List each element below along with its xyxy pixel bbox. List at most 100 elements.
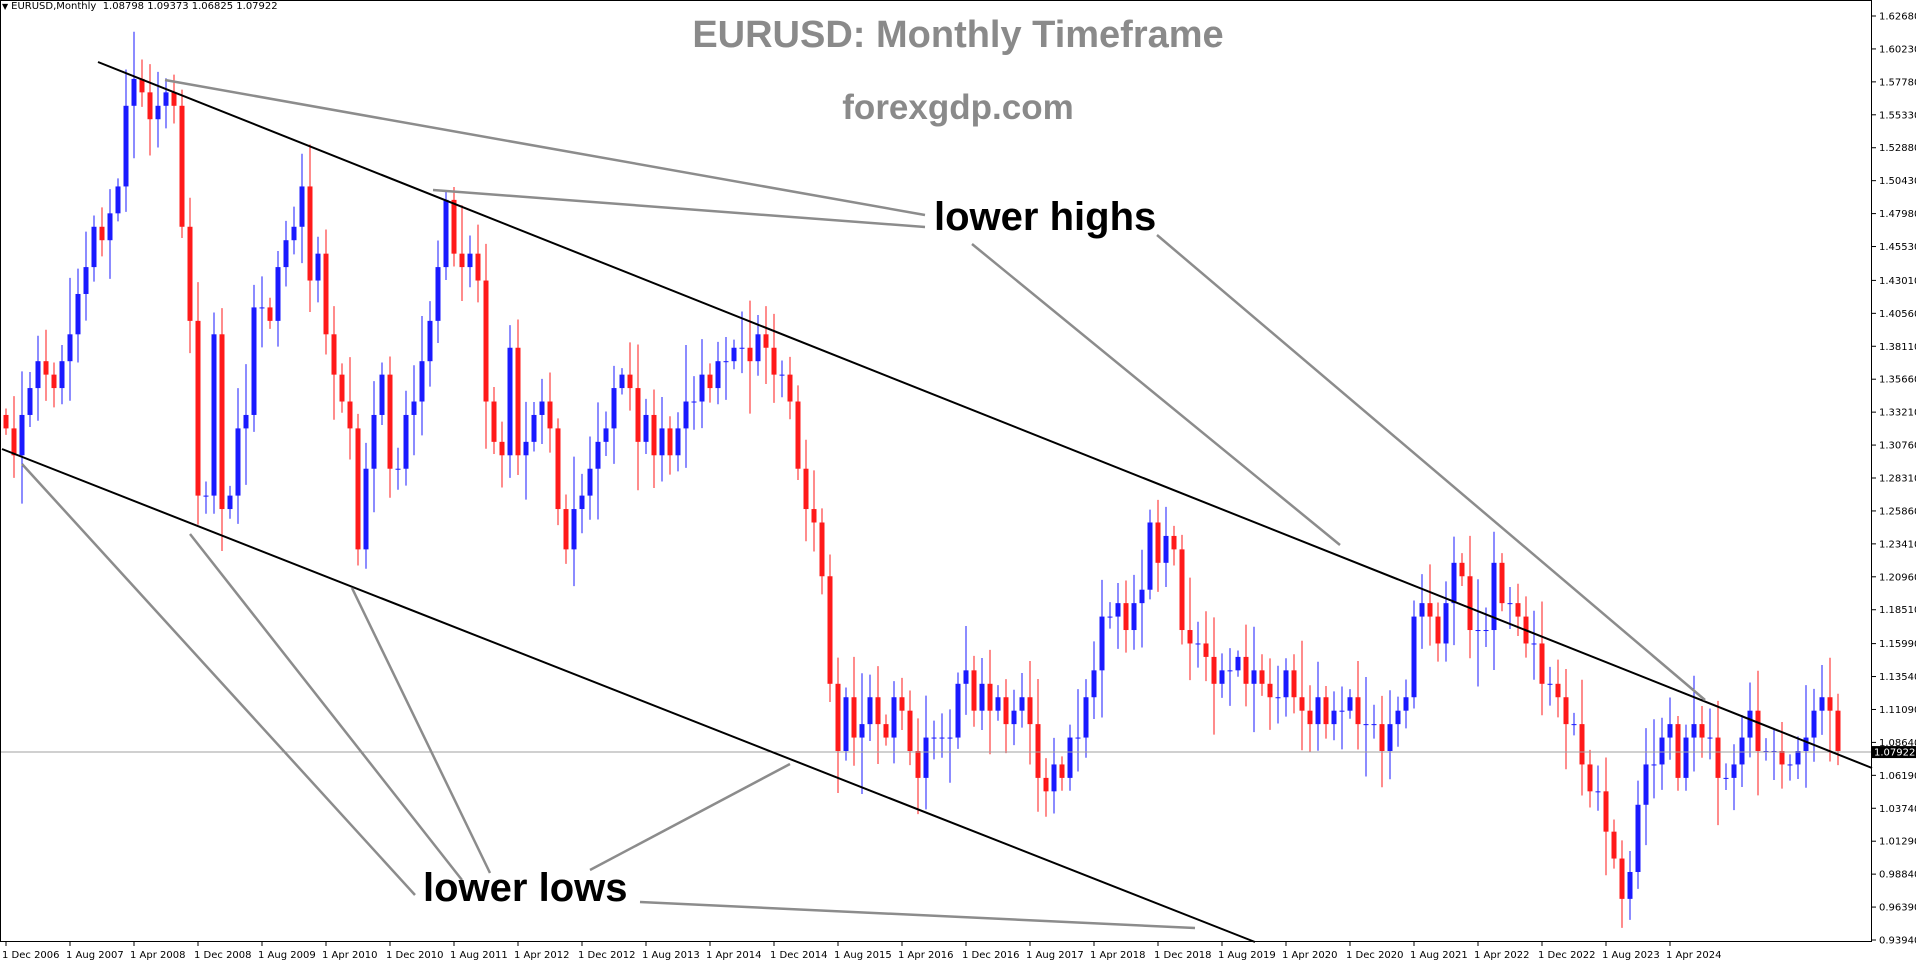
- x-tick-label: 1 Aug 2019: [1218, 950, 1276, 961]
- candle-body: [1587, 764, 1593, 792]
- candle-body: [1819, 697, 1825, 711]
- candle-body: [643, 414, 649, 442]
- candle-body: [523, 441, 529, 456]
- candle-body: [555, 428, 561, 510]
- y-tick-label: 1.08640: [1879, 738, 1916, 749]
- candle-body: [1331, 710, 1337, 725]
- candle-body: [827, 576, 833, 684]
- candle-body: [755, 334, 761, 362]
- candle-body: [875, 697, 881, 725]
- candle-body: [859, 724, 865, 738]
- x-tick-label: 1 Dec 2016: [962, 950, 1020, 961]
- candle-body: [459, 253, 465, 268]
- candle-body: [91, 226, 97, 268]
- x-tick-label: 1 Aug 2007: [66, 950, 124, 961]
- candle-body: [219, 334, 225, 510]
- candle-body: [1483, 630, 1489, 632]
- chart-subtitle: forexgdp.com: [842, 88, 1074, 127]
- candle-body: [1035, 724, 1041, 778]
- candle-body: [1571, 724, 1577, 726]
- symbol-name: EURUSD,Monthly: [11, 1, 97, 12]
- candle-body: [931, 737, 937, 739]
- candle-body: [659, 428, 665, 456]
- candle-body: [1275, 697, 1281, 699]
- candle-body: [1091, 670, 1097, 698]
- pointer-low-5: [639, 900, 1196, 930]
- y-tick-label: 1.28310: [1879, 474, 1916, 485]
- candle-body: [891, 697, 897, 738]
- candle-body: [251, 307, 257, 415]
- candle-body: [707, 374, 713, 389]
- candle-body: [259, 307, 265, 309]
- candle-body: [347, 401, 353, 429]
- candle-body: [491, 401, 497, 442]
- x-tick-label: 1 Dec 2010: [386, 950, 444, 961]
- x-tick-label: 1 Dec 2012: [578, 950, 636, 961]
- candle-body: [1707, 737, 1713, 739]
- candle-body: [83, 267, 89, 294]
- x-tick-label: 1 Apr 2018: [1090, 950, 1145, 961]
- current-price-badge: 1.07922: [1872, 746, 1916, 759]
- y-tick-label: 1.38110: [1879, 342, 1916, 353]
- x-tick-label: 1 Dec 2014: [770, 950, 828, 961]
- candle-body: [1451, 562, 1457, 604]
- candle-body: [563, 509, 569, 550]
- candle-body: [1259, 670, 1265, 684]
- candle-body: [819, 522, 825, 577]
- candle-body: [1475, 630, 1481, 632]
- candle-body: [1083, 697, 1089, 738]
- candle-body: [715, 361, 721, 389]
- current-price-label: 1.07922: [1874, 748, 1915, 759]
- candle-body: [163, 92, 169, 106]
- candle-body: [291, 226, 297, 241]
- candle-body: [339, 374, 345, 402]
- candle-body: [1243, 656, 1249, 684]
- annotation-pointers: [21, 78, 1706, 930]
- candle-body: [675, 428, 681, 456]
- candle-body: [35, 361, 41, 389]
- candle-body: [1339, 710, 1345, 712]
- candle-body: [587, 468, 593, 496]
- candle-body: [171, 92, 177, 106]
- candle-body: [771, 347, 777, 375]
- candle-body: [1427, 603, 1433, 617]
- candle-body: [19, 414, 25, 456]
- candle-body: [1131, 603, 1137, 631]
- candle-body: [395, 468, 401, 470]
- annotation-lower-lows: lower lows: [423, 866, 628, 910]
- candle-body: [267, 307, 273, 321]
- y-tick-label: 1.11090: [1879, 705, 1916, 716]
- pointer-high-1: [164, 78, 926, 217]
- candle-body: [1723, 777, 1729, 779]
- x-tick-label: 1 Dec 2018: [1154, 950, 1212, 961]
- candles-layer: [3, 31, 1841, 928]
- candle-body: [1043, 777, 1049, 792]
- candle-body: [1499, 562, 1505, 604]
- candle-body: [1251, 670, 1257, 684]
- lower-trendline: [1, 448, 1256, 943]
- candle-body: [1603, 791, 1609, 832]
- y-tick-label: 1.33210: [1879, 408, 1916, 419]
- candle-body: [1595, 791, 1601, 793]
- candle-body: [1211, 656, 1217, 684]
- candle-body: [1683, 737, 1689, 778]
- candle-body: [1675, 724, 1681, 778]
- candle-body: [131, 78, 137, 106]
- candle-body: [1715, 737, 1721, 778]
- candle-body: [43, 361, 49, 375]
- candle-body: [371, 414, 377, 469]
- candle-body: [939, 737, 945, 739]
- candle-body: [1283, 670, 1289, 698]
- candle-body: [763, 334, 769, 348]
- candle-body: [179, 105, 185, 227]
- candle-body: [139, 78, 145, 93]
- candle-body: [1267, 683, 1273, 698]
- candle-body: [667, 428, 673, 456]
- candle-body: [1651, 764, 1657, 766]
- candle-body: [387, 374, 393, 469]
- x-tick-label: 1 Aug 2011: [450, 950, 508, 961]
- candle-body: [1115, 603, 1121, 617]
- candle-body: [1643, 764, 1649, 805]
- candle-body: [915, 751, 921, 778]
